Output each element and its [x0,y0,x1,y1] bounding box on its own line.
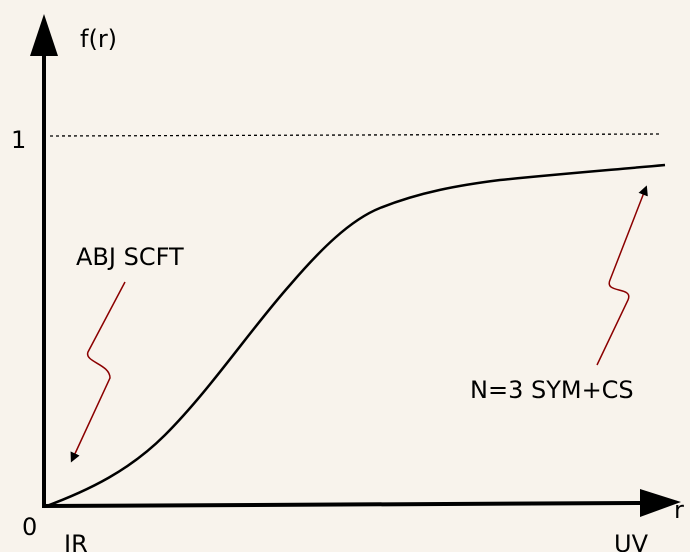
uv-label: UV [614,530,649,552]
curve [43,163,666,509]
n3-arrow [596,185,648,366]
asymptote [49,133,663,137]
y-arrowhead [30,14,58,56]
x-axis [41,501,646,508]
n3-label: N=3 SYM+CS [470,376,634,404]
y-axis-label: f(r) [80,25,117,53]
abj-arrow [70,281,126,463]
zero-label: 0 [22,513,37,541]
x-arrowhead [640,489,681,517]
ir-label: IR [64,530,88,552]
abj-label: ABJ SCFT [76,243,184,271]
x-axis-label: r [674,496,684,524]
one-label: 1 [11,126,26,154]
